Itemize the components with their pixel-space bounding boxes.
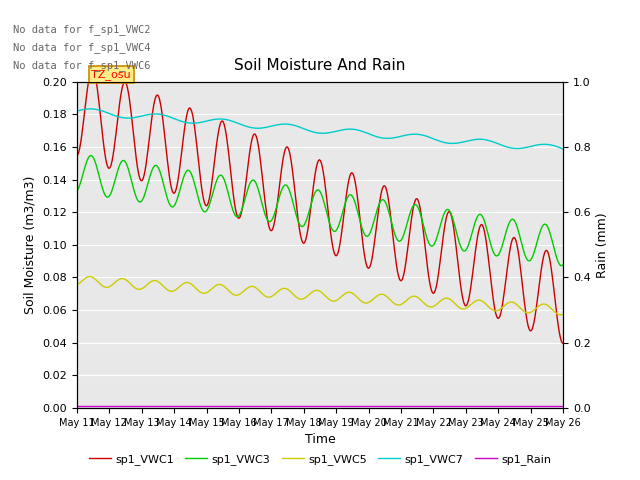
sp1_VWC1 [364, 264, 371, 270]
sp1_Rain [472, 404, 479, 409]
sp1_VWC5 [73, 282, 81, 288]
sp1_VWC3 [305, 210, 312, 216]
sp1_VWC7 [337, 127, 345, 133]
Text: No data for f_sp1_VWC2: No data for f_sp1_VWC2 [13, 24, 150, 35]
Title: Soil Moisture And Rain: Soil Moisture And Rain [234, 59, 406, 73]
sp1_VWC7 [472, 136, 480, 142]
sp1_VWC1 [559, 341, 567, 347]
sp1_VWC5 [305, 292, 312, 298]
sp1_VWC7 [364, 131, 371, 136]
sp1_VWC3 [472, 216, 480, 222]
sp1_VWC5 [337, 294, 345, 300]
Line: sp1_VWC1: sp1_VWC1 [77, 69, 563, 344]
Text: No data for f_sp1_VWC6: No data for f_sp1_VWC6 [13, 60, 150, 72]
sp1_VWC1 [88, 66, 96, 72]
sp1_VWC5 [308, 289, 316, 295]
Y-axis label: Soil Moisture (m3/m3): Soil Moisture (m3/m3) [24, 176, 36, 314]
sp1_Rain [559, 404, 567, 409]
sp1_VWC5 [548, 307, 556, 312]
sp1_VWC7 [559, 146, 567, 152]
Line: sp1_VWC7: sp1_VWC7 [77, 109, 563, 149]
sp1_VWC5 [472, 298, 480, 303]
sp1_Rain [336, 404, 344, 409]
sp1_VWC1 [548, 275, 556, 281]
Line: sp1_VWC5: sp1_VWC5 [77, 276, 563, 315]
Line: sp1_VWC3: sp1_VWC3 [77, 156, 563, 266]
sp1_VWC1 [73, 153, 81, 159]
sp1_VWC5 [559, 312, 567, 317]
sp1_VWC1 [305, 220, 312, 226]
sp1_VWC5 [364, 300, 371, 306]
sp1_VWC3 [548, 239, 556, 245]
sp1_Rain [548, 404, 556, 409]
sp1_VWC3 [557, 263, 565, 269]
sp1_Rain [304, 404, 312, 409]
sp1_VWC5 [556, 312, 564, 318]
Legend: sp1_VWC1, sp1_VWC3, sp1_VWC5, sp1_VWC7, sp1_Rain: sp1_VWC1, sp1_VWC3, sp1_VWC5, sp1_VWC7, … [84, 450, 556, 469]
Y-axis label: Rain (mm): Rain (mm) [596, 212, 609, 277]
X-axis label: Time: Time [305, 433, 335, 446]
sp1_VWC7 [308, 129, 316, 134]
sp1_VWC3 [86, 153, 94, 158]
Text: TZ_osu: TZ_osu [92, 69, 131, 80]
sp1_Rain [307, 404, 315, 409]
sp1_VWC5 [86, 274, 93, 279]
sp1_VWC7 [86, 106, 94, 112]
sp1_VWC3 [73, 188, 81, 194]
Text: No data for f_sp1_VWC4: No data for f_sp1_VWC4 [13, 42, 150, 53]
sp1_VWC3 [308, 199, 316, 205]
sp1_VWC1 [308, 197, 316, 203]
sp1_Rain [362, 404, 370, 409]
sp1_VWC7 [73, 108, 81, 114]
sp1_VWC1 [337, 235, 345, 240]
sp1_VWC3 [559, 262, 567, 267]
sp1_VWC1 [472, 241, 480, 247]
sp1_VWC7 [305, 128, 312, 133]
sp1_Rain [73, 404, 81, 409]
sp1_VWC7 [548, 143, 556, 148]
sp1_VWC3 [364, 233, 371, 239]
sp1_VWC3 [337, 216, 345, 221]
